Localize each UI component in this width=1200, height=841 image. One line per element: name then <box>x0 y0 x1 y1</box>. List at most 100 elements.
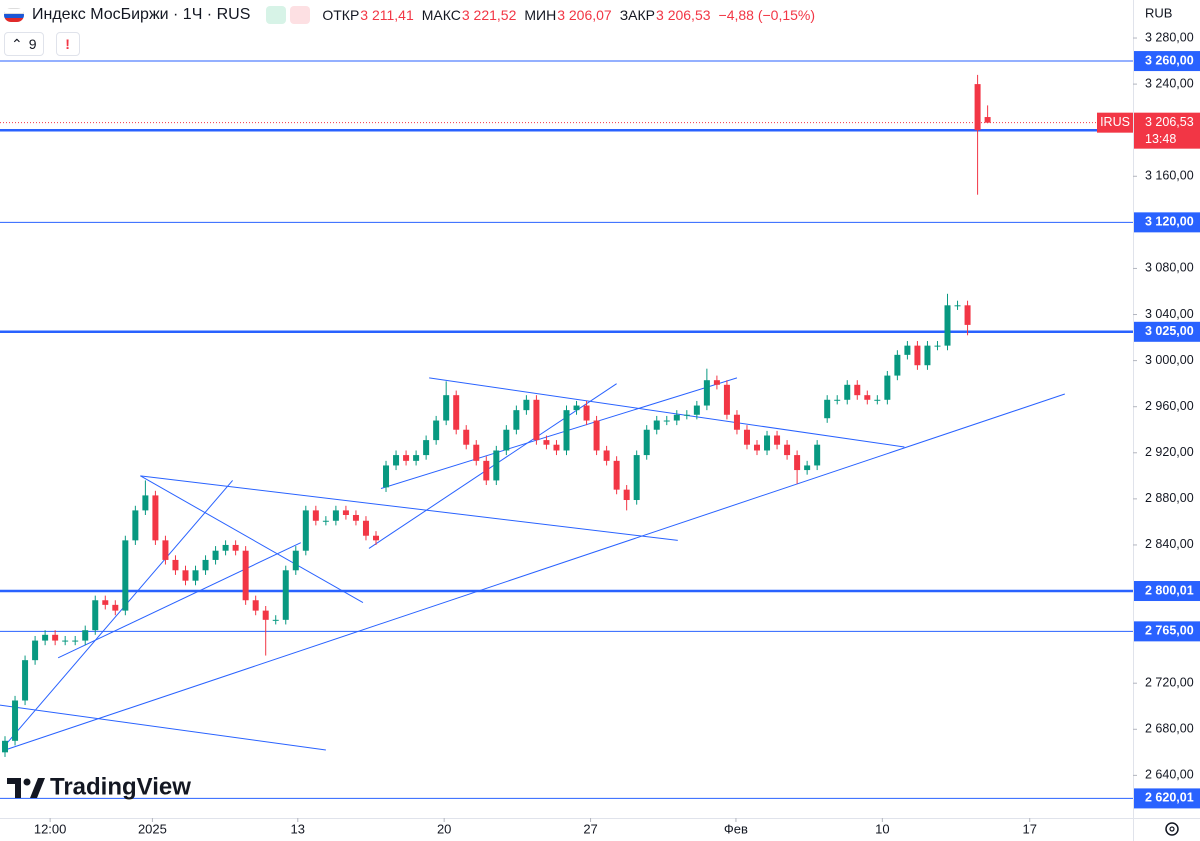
candle-body <box>924 345 931 366</box>
candle-body <box>12 700 19 741</box>
candle-body <box>312 510 319 521</box>
indicators-toggle[interactable]: ⌃ 9 <box>4 32 44 56</box>
field-value: 3 211,41 <box>360 6 414 23</box>
gear[interactable] <box>1169 826 1175 832</box>
candle-body <box>272 619 279 621</box>
candle-body <box>914 345 921 366</box>
candle-body <box>212 550 219 560</box>
candle-body <box>774 435 781 445</box>
candle-body <box>653 420 660 430</box>
settings-icon[interactable] <box>1165 822 1179 836</box>
level-label-box <box>1134 581 1200 602</box>
indicators-row: ⌃ 9 ! <box>4 32 80 56</box>
candle-body <box>62 640 69 642</box>
candle-body <box>633 455 640 501</box>
candle-body <box>383 465 390 488</box>
trend-line <box>4 393 1065 751</box>
y-tick-label: 3 000,00 <box>1145 353 1194 367</box>
trend-line <box>429 377 905 448</box>
candle-body <box>673 414 680 421</box>
candle-body <box>342 510 349 515</box>
level-label: 3 260,00 <box>1145 53 1194 67</box>
candle-body <box>443 395 450 421</box>
candle-body <box>172 559 179 571</box>
candle-body <box>824 399 831 419</box>
field-label: МАКС <box>421 6 461 23</box>
symbol-title[interactable]: Индекс МосБиржи · 1Ч · RUS <box>32 6 251 23</box>
candle-body <box>322 520 329 522</box>
candle-body <box>42 634 49 641</box>
candle-body <box>393 455 400 466</box>
logo: TradingView <box>7 773 191 800</box>
x-tick-label: 10 <box>875 821 889 836</box>
candle-body <box>663 420 670 422</box>
candle-body <box>964 305 971 325</box>
candle-body <box>794 455 801 471</box>
candle-body <box>192 570 199 581</box>
candle-body <box>332 510 339 521</box>
candle-body <box>413 455 420 461</box>
candle-body <box>92 600 99 631</box>
y-tick-label: 3 040,00 <box>1145 307 1194 321</box>
candle-body <box>232 544 239 551</box>
candle-body <box>132 510 139 541</box>
candle-body <box>844 384 851 400</box>
candle-body <box>292 550 299 571</box>
candle-body <box>503 429 510 451</box>
y-tick-label: 2 920,00 <box>1145 445 1194 459</box>
indicator-count: 9 <box>28 36 37 52</box>
candle-body <box>944 305 951 346</box>
status-icon[interactable] <box>266 6 287 24</box>
x-tick-label: 12:00 <box>34 821 67 836</box>
candle-body <box>142 495 149 511</box>
candle-body <box>713 380 720 385</box>
candle-body <box>352 514 359 521</box>
candle-body <box>112 604 119 611</box>
candle-body <box>593 420 600 451</box>
gear[interactable] <box>1165 822 1179 836</box>
candle-body <box>403 455 410 461</box>
candle-body <box>242 550 249 601</box>
level-label: 3 120,00 <box>1145 215 1194 229</box>
trend-line <box>140 475 364 603</box>
x-tick-label: 20 <box>437 821 451 836</box>
y-tick-label: 2 880,00 <box>1145 491 1194 505</box>
y-tick-label: 2 840,00 <box>1145 537 1194 551</box>
warning[interactable]: ! <box>55 32 80 56</box>
level-label: 2 800,01 <box>1145 583 1194 597</box>
candle-body <box>72 640 79 642</box>
field-value: 3 206,07 <box>557 6 612 23</box>
candle-body <box>613 460 620 490</box>
y-tick-label: 3 280,00 <box>1145 30 1194 44</box>
candle-body <box>834 399 841 401</box>
ohlc: ОТКР3 211,41 МАКС3 221,52 МИН3 206,07 ЗАКР3… <box>314 7 710 24</box>
candle-body <box>533 399 540 441</box>
y-tick-label: 3 160,00 <box>1145 169 1194 183</box>
logo-text: TradingView <box>50 773 191 800</box>
candle-body <box>563 410 570 451</box>
change: −4,88 (−0,15%) <box>718 7 816 23</box>
field-label: ОТКР <box>322 6 360 23</box>
candle-body <box>864 395 871 400</box>
plot-area <box>0 60 1133 799</box>
candle-body <box>764 435 771 451</box>
symbol-label-box <box>1097 112 1133 133</box>
candle-body <box>102 600 109 605</box>
candle-body <box>453 395 460 430</box>
candle-body <box>182 570 189 581</box>
candle-body <box>202 559 209 571</box>
candle-body <box>473 444 480 461</box>
candle-body <box>32 640 39 661</box>
level-label: 2 765,00 <box>1145 624 1194 638</box>
currency[interactable]: RUB <box>1145 5 1172 20</box>
level-label-box <box>1134 51 1200 72</box>
candle-body <box>643 429 650 456</box>
candle-body <box>52 634 59 641</box>
candle-body <box>463 429 470 445</box>
y-tick-label: 3 240,00 <box>1145 76 1194 90</box>
status-icon[interactable] <box>290 6 311 24</box>
y-tick-label: 2 680,00 <box>1145 722 1194 736</box>
candle-body <box>162 540 169 560</box>
candle-body <box>433 420 440 441</box>
